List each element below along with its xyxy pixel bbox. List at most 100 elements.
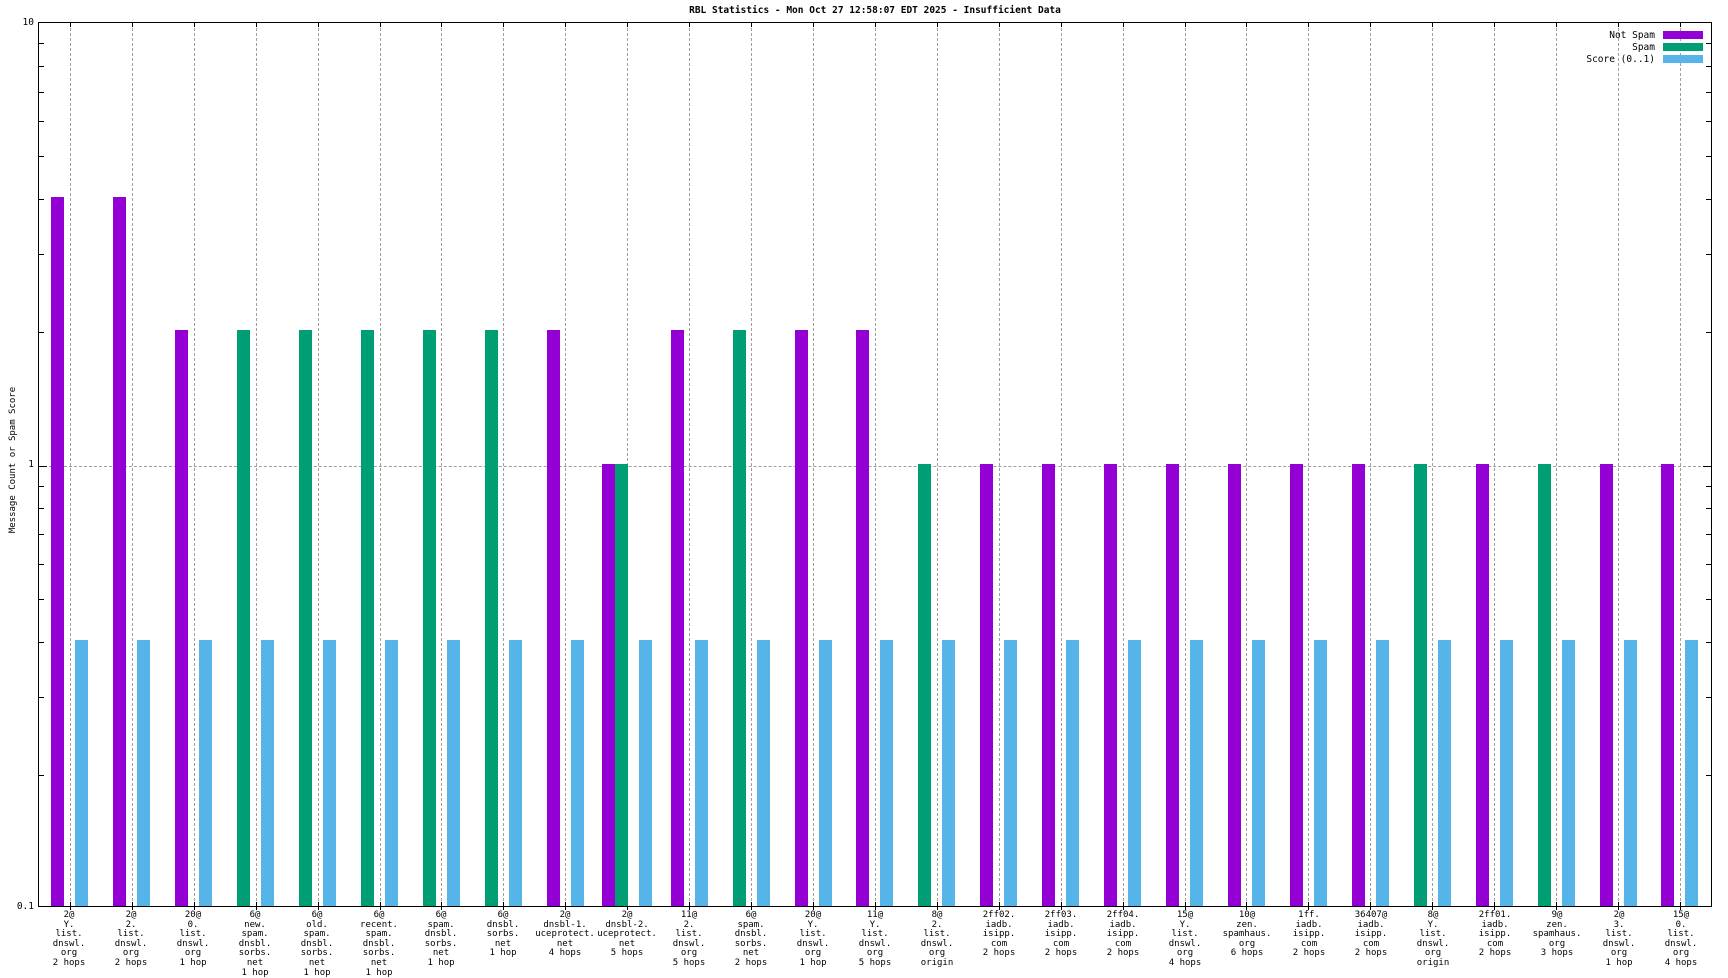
y-tick: [1706, 332, 1711, 334]
bottom-tick: [565, 902, 567, 910]
y-tick-label-0.1: 0.1: [16, 901, 34, 912]
bottom-tick: [751, 902, 753, 910]
spam-swatch: [1663, 43, 1703, 51]
score-bar: [75, 639, 89, 906]
y-tick: [1706, 43, 1711, 45]
bar-spacer: [1179, 905, 1190, 906]
vertical-gridline: [689, 23, 691, 906]
score-bar: [446, 639, 460, 906]
not-spam-bar: [856, 330, 870, 906]
bars-row: [596, 463, 658, 906]
y-tick: [1706, 641, 1711, 643]
bottom-tick: [1618, 902, 1619, 910]
top-tick: [1370, 23, 1372, 27]
bar-group: [844, 23, 906, 910]
bottom-tick: [255, 902, 257, 910]
top-tick: [874, 23, 876, 27]
y-tick: [1706, 91, 1711, 93]
not-spam-bar: [51, 197, 65, 906]
y-tick: [1706, 696, 1711, 698]
not-spam-bar: [1166, 463, 1180, 906]
bar-group: [1154, 23, 1216, 910]
vertical-gridline: [1556, 23, 1558, 906]
vertical-gridline: [1370, 23, 1372, 906]
score-bar: [1375, 639, 1389, 906]
spam-bar: [1537, 463, 1551, 906]
bar-group: [1401, 23, 1463, 910]
bar-group: [101, 23, 163, 910]
bars-row: [534, 330, 596, 906]
spam-bar: [918, 463, 932, 906]
y-tick: [39, 696, 44, 698]
bar-spacer: [931, 905, 942, 906]
bar-group: [720, 23, 782, 910]
y-tick: [39, 332, 44, 334]
y-tick: [39, 774, 44, 776]
not-spam-bar: [1042, 463, 1056, 906]
y-tick: [39, 43, 44, 45]
bar-group: [1216, 23, 1278, 910]
bar-spacer: [312, 905, 323, 906]
not-spam-bar: [602, 463, 616, 906]
x-tick-label: 2ff01. iadb. isipp. com 2 hops: [1478, 910, 1512, 959]
top-tick: [379, 23, 381, 27]
vertical-gridline: [1679, 23, 1681, 906]
bar-group: [1525, 23, 1587, 910]
vertical-gridline: [503, 23, 505, 906]
legend-item-score: Score (0..1): [1586, 53, 1703, 65]
vertical-gridline: [1618, 23, 1619, 906]
vertical-gridline: [565, 23, 567, 906]
not-spam-bar: [1351, 463, 1365, 906]
bars-row: [1092, 463, 1154, 906]
bars-row: [1525, 463, 1587, 906]
x-tick-label: 10@ zen. spamhaus. org 6 hops: [1222, 910, 1272, 959]
bar-group: [287, 23, 349, 910]
x-tick-label: 2@ Y. list. dnswl. org 2 hops: [52, 910, 86, 968]
top-tick: [1060, 23, 1062, 27]
score-bar: [508, 639, 522, 906]
bar-group: [534, 23, 596, 910]
vertical-gridline: [1122, 23, 1124, 906]
bar-group: [349, 23, 411, 910]
y-tick: [1706, 485, 1711, 487]
bar-spacer: [126, 905, 137, 906]
spam-bar: [422, 330, 436, 906]
not-spam-bar: [113, 197, 127, 906]
not-spam-swatch: [1663, 31, 1703, 39]
y-tick: [39, 121, 44, 123]
y-tick: [1706, 121, 1711, 123]
x-tick-label: 6@ dnsbl. sorbs. net 1 hop: [486, 910, 520, 959]
score-bar: [385, 639, 399, 906]
bottom-tick: [1060, 902, 1062, 910]
legend-label-spam: Spam: [1632, 41, 1655, 53]
bar-group: [1277, 23, 1339, 910]
y-tick: [39, 598, 44, 600]
x-axis-labels: 2@ Y. list. dnswl. org 2 hops 2@ 2. list.…: [38, 910, 1712, 978]
vertical-gridline: [936, 23, 938, 906]
x-tick-label: 6@ spam. dnsbl. sorbs. net 2 hops: [734, 910, 768, 968]
score-bar: [261, 639, 275, 906]
score-bar: [1128, 639, 1142, 906]
top-tick: [193, 23, 195, 27]
bar-spacer: [498, 905, 509, 906]
top-tick: [69, 23, 71, 27]
x-tick-label: 8@ Y. list. dnswl. org origin: [1416, 910, 1450, 968]
top-tick: [1494, 23, 1496, 27]
score-bar: [880, 639, 894, 906]
score-bar: [137, 639, 151, 906]
not-spam-bar: [794, 330, 808, 906]
score-swatch: [1663, 55, 1703, 63]
not-spam-bar: [1475, 463, 1489, 906]
vertical-gridline: [751, 23, 753, 906]
bar-group: [782, 23, 844, 910]
legend-label-not-spam: Not Spam: [1609, 29, 1655, 41]
bottom-tick: [1370, 902, 1372, 910]
bars-row: [1030, 463, 1092, 906]
x-tick-label: 6@ new. spam. dnsbl. sorbs. net 1 hop: [238, 910, 272, 978]
x-tick-label: 2@ 3. list. dnswl. org 1 hop: [1602, 910, 1636, 968]
top-tick: [936, 23, 938, 27]
y-tick: [1706, 254, 1711, 256]
bar-spacer: [1117, 905, 1128, 906]
bottom-tick: [1556, 902, 1558, 910]
x-tick-label: 8@ 2. list. dnswl. org origin: [920, 910, 954, 968]
